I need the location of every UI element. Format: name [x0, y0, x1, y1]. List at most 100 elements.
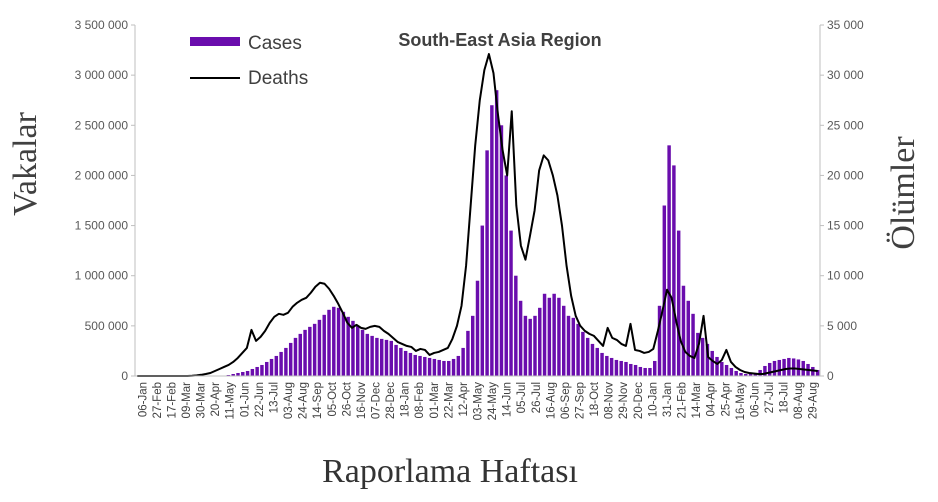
cases-bar	[590, 343, 595, 376]
chart-title: South-East Asia Region	[398, 30, 601, 50]
cases-bar	[490, 105, 494, 376]
cases-bar	[581, 331, 585, 376]
y-left-tick-label: 500 000	[85, 319, 129, 333]
cases-bar	[681, 285, 686, 376]
cases-bar	[643, 367, 647, 376]
y-right-tick-label: 5 000	[827, 319, 857, 333]
cases-bar	[384, 339, 389, 376]
cases-bar	[255, 366, 259, 376]
x-tick-label: 11-May	[225, 382, 237, 420]
cases-bar	[686, 300, 690, 376]
cases-bar	[336, 307, 341, 376]
x-tick-label: 18-Jan	[400, 382, 412, 417]
cases-bar	[427, 357, 432, 376]
cases-bar	[633, 364, 638, 376]
x-tick-label: 10-Jan	[647, 382, 659, 417]
cases-bar	[480, 225, 485, 376]
cases-bar	[696, 332, 700, 376]
cases-bar	[279, 351, 283, 376]
cases-bar	[739, 372, 743, 376]
cases-bar	[284, 347, 288, 376]
cases-bar	[653, 360, 657, 376]
cases-bar	[672, 165, 676, 376]
x-tick-label: 24-May	[487, 382, 499, 421]
cases-bar	[542, 293, 547, 376]
cases-bar	[533, 315, 537, 376]
cases-bar	[648, 367, 652, 376]
cases-bar	[274, 355, 279, 376]
cases-bar	[322, 314, 326, 376]
cases-bar	[303, 329, 307, 376]
cases-bar	[676, 230, 681, 376]
x-tick-label: 27-Feb	[152, 382, 164, 418]
x-tick-label: 25-Apr	[720, 382, 732, 417]
y-right-tick-label: 30 000	[827, 68, 864, 82]
cases-bar	[485, 150, 489, 376]
cases-bar	[360, 329, 365, 376]
cases-bar	[772, 360, 777, 376]
x-tick-label: 09-Mar	[181, 382, 193, 419]
x-tick-label: 28-Dec	[385, 382, 397, 419]
x-tick-label: 07-Dec	[370, 382, 382, 419]
cases-bar	[394, 344, 398, 376]
cases-bar	[245, 370, 250, 376]
cases-bar	[356, 325, 360, 376]
x-tick-label: 08-Aug	[793, 382, 805, 419]
cases-bar	[748, 373, 753, 376]
cases-bar	[432, 358, 437, 376]
y-right-tick-label: 0	[827, 369, 834, 383]
x-tick-label: 18-Oct	[589, 381, 601, 416]
x-tick-label: 14-Sep	[312, 382, 324, 419]
x-tick-label: 20-Apr	[210, 382, 222, 417]
cases-bar	[691, 313, 695, 376]
cases-bar	[720, 361, 724, 376]
legend-cases-swatch	[190, 37, 240, 46]
cases-bar	[514, 275, 518, 376]
x-tick-label: 04-Apr	[706, 382, 718, 417]
cases-bar	[552, 293, 556, 376]
x-tick-label: 26-Oct	[341, 381, 353, 416]
x-tick-label: 27-Jul	[764, 382, 776, 413]
cases-bar	[796, 359, 801, 376]
cases-bar	[523, 315, 528, 376]
x-tick-label: 22-Mar	[443, 382, 455, 419]
x-tick-label: 16-Aug	[545, 382, 557, 419]
cases-bar	[332, 306, 336, 376]
cases-bar	[341, 311, 346, 376]
cases-bar	[705, 343, 710, 376]
cases-bar	[418, 355, 422, 376]
cases-bar	[600, 352, 604, 376]
x-tick-label: 12-Apr	[458, 382, 470, 417]
x-tick-label: 20-Dec	[633, 382, 645, 419]
cases-bar	[470, 315, 475, 376]
x-tick-label: 24-Aug	[298, 382, 310, 419]
x-tick-label: 01-Mar	[429, 382, 441, 419]
cases-bar	[466, 330, 470, 376]
x-tick-label: 29-Aug	[808, 382, 820, 419]
cases-bar	[700, 337, 705, 376]
x-tick-label: 06-Jan	[137, 382, 149, 417]
cases-bar	[509, 230, 513, 376]
x-tick-label: 18-Jul	[779, 382, 791, 413]
cases-bar	[710, 350, 714, 376]
cases-bar	[288, 342, 293, 376]
x-tick-label: 03-Aug	[283, 382, 295, 419]
cases-bar	[365, 333, 370, 376]
cases-bar	[744, 373, 748, 376]
deaths-line	[137, 53, 818, 377]
cases-bar	[346, 316, 350, 376]
y-right-tick-label: 10 000	[827, 269, 864, 283]
cases-bar	[547, 297, 552, 376]
deaths-line-group	[137, 53, 818, 377]
cases-bar	[528, 318, 532, 376]
axes: 0 500 000 1 000 000 1 500 000 2 000 000 2 500…	[75, 18, 864, 420]
legend-deaths-label: Deaths	[248, 68, 308, 89]
y-right-tick-label: 20 000	[827, 168, 864, 182]
x-tick-label: 17-Feb	[166, 382, 178, 418]
cases-bar	[327, 309, 331, 376]
cases-bar	[260, 364, 264, 376]
cases-bar	[729, 367, 734, 376]
x-tick-label: 30-Mar	[196, 382, 208, 419]
cases-bar	[236, 372, 240, 376]
